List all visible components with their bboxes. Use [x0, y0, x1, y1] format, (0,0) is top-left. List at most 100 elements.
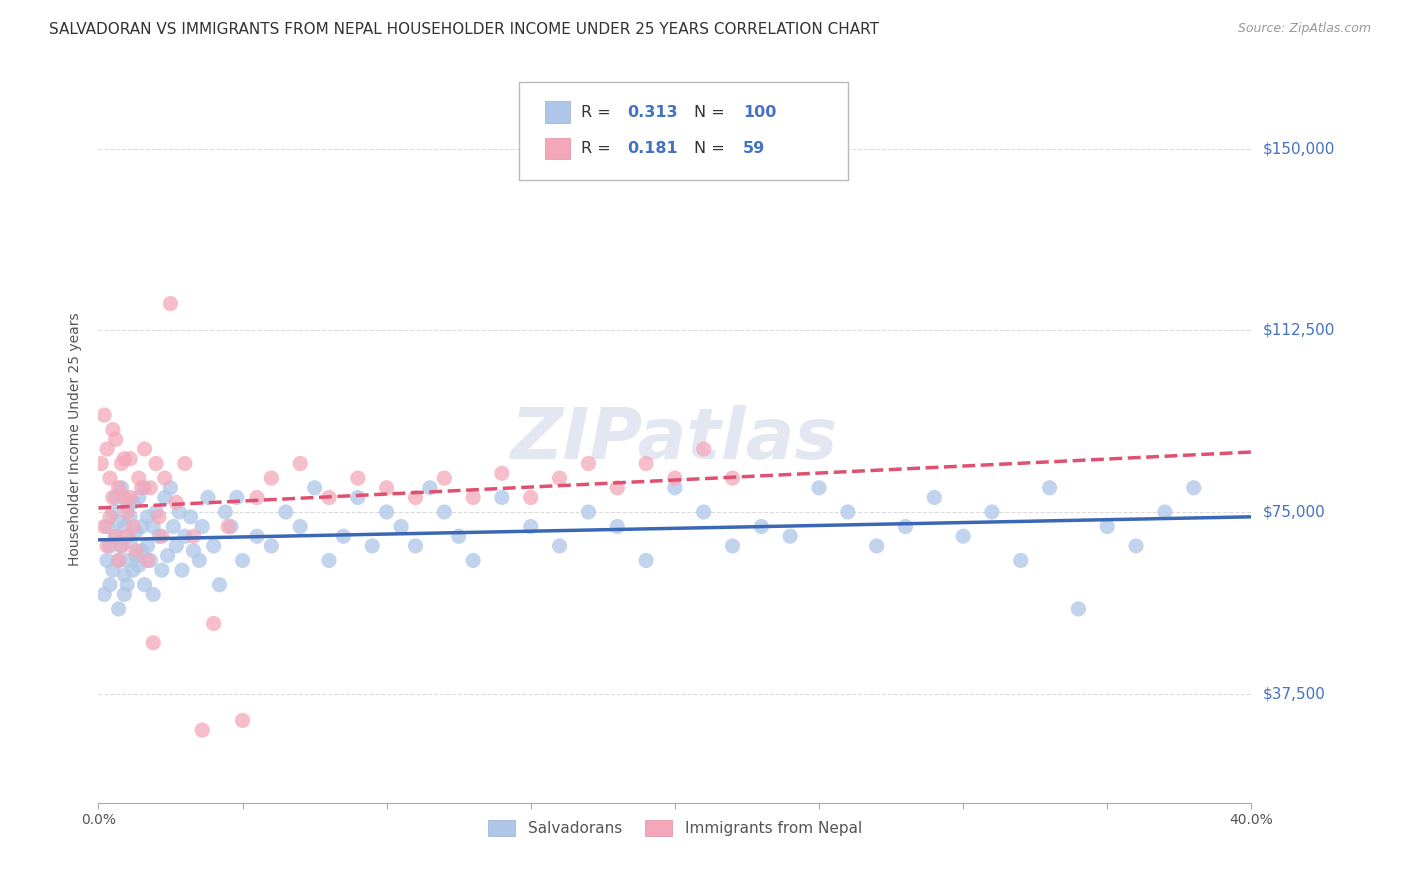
Point	[98, 578, 121, 592]
Point	[125, 543, 148, 558]
Point	[1067, 602, 1090, 616]
Point	[981, 505, 1004, 519]
Point	[131, 519, 153, 533]
Point	[110, 539, 132, 553]
Point	[174, 529, 197, 543]
Point	[419, 481, 441, 495]
Point	[117, 529, 139, 543]
Point	[219, 519, 242, 533]
Point	[110, 481, 132, 495]
Point	[165, 495, 187, 509]
Point	[93, 519, 115, 533]
Text: R =: R =	[582, 104, 616, 120]
Point	[217, 519, 239, 533]
Point	[290, 457, 312, 471]
Point	[779, 529, 801, 543]
Point	[1154, 505, 1177, 519]
Point	[183, 543, 205, 558]
Point	[246, 529, 269, 543]
Point	[93, 408, 115, 422]
Point	[96, 539, 118, 553]
Y-axis label: Householder Income Under 25 years: Householder Income Under 25 years	[69, 312, 83, 566]
FancyBboxPatch shape	[519, 82, 848, 180]
Point	[578, 457, 600, 471]
Point	[120, 534, 142, 549]
Point	[636, 457, 658, 471]
Point	[664, 471, 686, 485]
Text: $112,500: $112,500	[1263, 323, 1336, 338]
Point	[318, 553, 340, 567]
Text: N =: N =	[695, 141, 730, 156]
Point	[159, 481, 181, 495]
Point	[188, 553, 211, 567]
Point	[101, 491, 124, 505]
Text: ZIPatlas: ZIPatlas	[512, 405, 838, 474]
Point	[104, 433, 127, 447]
Point	[148, 529, 170, 543]
Point	[112, 587, 135, 601]
Point	[128, 471, 150, 485]
Point	[162, 519, 184, 533]
Point	[606, 481, 628, 495]
Point	[142, 587, 165, 601]
Point	[125, 549, 148, 563]
Point	[104, 529, 127, 543]
Point	[148, 509, 170, 524]
Point	[145, 457, 167, 471]
Point	[952, 529, 974, 543]
Point	[145, 505, 167, 519]
Point	[142, 519, 165, 533]
Text: Source: ZipAtlas.com: Source: ZipAtlas.com	[1237, 22, 1371, 36]
Point	[101, 563, 124, 577]
Point	[107, 553, 129, 567]
Text: R =: R =	[582, 141, 616, 156]
Point	[134, 578, 156, 592]
Point	[96, 519, 118, 533]
Point	[139, 553, 162, 567]
Point	[150, 529, 173, 543]
Point	[202, 616, 225, 631]
FancyBboxPatch shape	[544, 102, 569, 123]
Point	[461, 491, 484, 505]
Point	[117, 553, 139, 567]
Point	[721, 471, 744, 485]
Point	[107, 515, 129, 529]
Point	[751, 519, 773, 533]
Point	[924, 491, 946, 505]
Point	[231, 714, 254, 728]
Point	[120, 451, 142, 466]
Point	[156, 549, 179, 563]
Point	[153, 491, 176, 505]
Point	[112, 491, 135, 505]
Point	[346, 471, 368, 485]
Point	[131, 481, 153, 495]
Point	[290, 519, 312, 533]
Point	[260, 471, 283, 485]
Point	[101, 423, 124, 437]
Point	[721, 539, 744, 553]
Text: 0.181: 0.181	[627, 141, 678, 156]
Point	[117, 578, 139, 592]
Text: 0.313: 0.313	[627, 104, 678, 120]
Point	[405, 491, 427, 505]
Point	[117, 505, 139, 519]
Point	[110, 457, 132, 471]
Text: 100: 100	[742, 104, 776, 120]
Point	[110, 539, 132, 553]
Point	[128, 558, 150, 573]
Text: 59: 59	[742, 141, 765, 156]
Point	[183, 529, 205, 543]
Point	[96, 553, 118, 567]
Point	[375, 505, 398, 519]
Point	[837, 505, 859, 519]
Point	[491, 491, 513, 505]
Point	[112, 451, 135, 466]
Point	[122, 563, 145, 577]
Point	[1097, 519, 1119, 533]
Point	[664, 481, 686, 495]
Point	[122, 495, 145, 509]
Point	[98, 539, 121, 553]
Point	[894, 519, 917, 533]
Point	[1010, 553, 1032, 567]
Point	[346, 491, 368, 505]
